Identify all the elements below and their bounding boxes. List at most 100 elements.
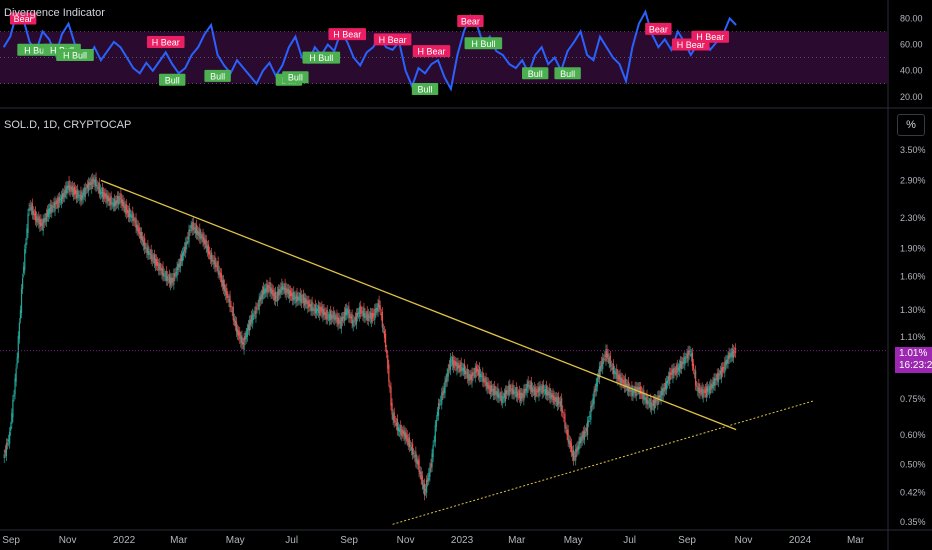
price-candle	[41, 223, 43, 226]
price-candle	[451, 356, 454, 366]
price-candle	[90, 181, 92, 185]
price-candle	[354, 317, 356, 321]
price-candle	[369, 312, 372, 319]
price-candle	[220, 273, 222, 283]
price-candle	[470, 374, 472, 380]
price-candle	[98, 182, 100, 194]
price-candle	[535, 389, 537, 398]
price-candle	[246, 328, 248, 337]
price-candle	[405, 432, 407, 439]
price-candle	[601, 361, 603, 367]
price-candle	[340, 317, 342, 329]
price-candle	[347, 310, 349, 314]
time-axis-tick: Nov	[397, 535, 415, 546]
price-candle	[56, 200, 58, 205]
price-candle	[24, 249, 26, 271]
price-candle	[579, 437, 581, 444]
price-candle	[136, 224, 138, 231]
price-candle	[511, 388, 513, 394]
price-candle	[429, 467, 431, 477]
price-candle	[140, 232, 143, 240]
price-candle	[682, 361, 684, 365]
price-candle	[692, 363, 695, 370]
price-y-tick: 1.90%	[900, 244, 926, 254]
price-candle	[170, 277, 172, 286]
price-candle	[632, 389, 634, 397]
price-candle	[22, 278, 24, 289]
price-candle	[696, 385, 698, 387]
divergence-label: Bull	[560, 69, 575, 79]
price-candle	[367, 313, 369, 321]
price-candle	[221, 280, 224, 286]
price-candle	[267, 284, 269, 294]
price-candle	[486, 381, 488, 390]
price-candle	[126, 209, 128, 213]
price-candle	[57, 197, 59, 208]
price-candle	[319, 306, 321, 316]
divergence-label-box	[464, 37, 503, 50]
time-axis-tick: 2022	[113, 535, 136, 546]
price-candle	[353, 321, 355, 323]
price-candle	[335, 317, 337, 319]
price-candle	[671, 369, 673, 375]
price-candle	[214, 256, 216, 268]
price-candle	[255, 306, 257, 318]
divergence-label-box	[645, 22, 672, 35]
price-candle	[413, 452, 415, 454]
price-candle	[86, 184, 89, 189]
price-candle	[124, 205, 126, 213]
price-candle	[94, 179, 96, 186]
price-candle	[79, 194, 81, 200]
price-candle	[538, 386, 540, 397]
price-candle	[505, 390, 508, 395]
price-candle	[320, 307, 322, 312]
price-candle	[564, 413, 566, 428]
price-candle	[110, 196, 112, 206]
price-candle	[193, 227, 195, 229]
price-candle	[10, 426, 12, 431]
price-candle	[491, 389, 494, 391]
price-candle	[103, 191, 105, 200]
price-candle	[450, 360, 453, 362]
price-candle	[489, 385, 491, 395]
price-candle	[199, 228, 201, 239]
price-candle	[117, 195, 119, 204]
price-candle	[131, 215, 133, 218]
price-candle	[668, 376, 670, 381]
price-candle	[40, 218, 42, 227]
price-candle	[577, 445, 579, 451]
price-candle	[423, 483, 426, 496]
price-candle	[544, 388, 547, 395]
price-candle	[556, 397, 558, 406]
price-candle	[719, 370, 722, 375]
indicator-title: Divergence Indicator	[4, 7, 105, 19]
price-candle	[690, 353, 692, 357]
divergence-label-box	[691, 30, 730, 43]
price-candle	[113, 198, 116, 207]
price-candle	[172, 277, 174, 282]
price-candle	[614, 370, 616, 374]
price-candle	[252, 313, 254, 324]
time-axis-tick: Mar	[508, 535, 526, 546]
price-candle	[557, 396, 560, 405]
time-axis-tick: Nov	[735, 535, 753, 546]
price-candle	[576, 447, 578, 453]
price-candle	[240, 336, 242, 343]
price-candle	[23, 266, 25, 273]
price-candle	[650, 402, 652, 410]
price-candle	[303, 297, 306, 306]
price-candle	[710, 383, 712, 390]
price-candle	[602, 357, 604, 370]
price-candle	[284, 283, 286, 293]
price-candle	[149, 253, 151, 255]
price-candle	[39, 219, 41, 228]
price-candle	[299, 292, 301, 302]
price-candle	[352, 319, 354, 327]
price-candle	[655, 398, 657, 404]
price-candle	[153, 254, 156, 264]
divergence-label-box	[159, 73, 186, 86]
price-candle	[494, 385, 496, 396]
percent-scale-button[interactable]: %	[897, 114, 925, 136]
price-candle	[446, 373, 448, 382]
